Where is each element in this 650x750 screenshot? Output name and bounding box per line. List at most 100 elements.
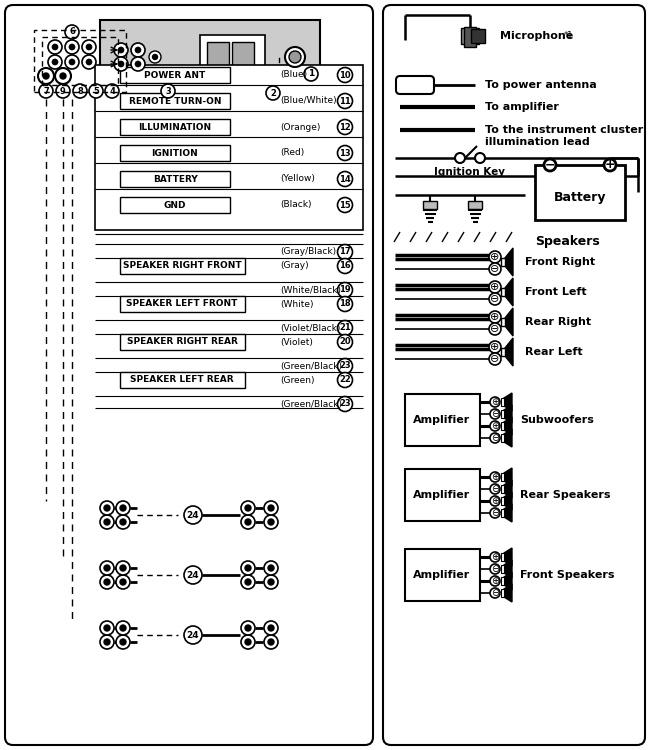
Circle shape (268, 625, 274, 631)
Circle shape (490, 397, 500, 407)
Bar (405, 394, 480, 446)
Bar (423, 201, 437, 209)
Circle shape (245, 519, 251, 525)
Circle shape (268, 639, 274, 645)
Circle shape (337, 68, 352, 82)
Wedge shape (477, 28, 485, 44)
Text: 22: 22 (339, 376, 351, 385)
Text: ⊕: ⊕ (490, 312, 500, 322)
Polygon shape (504, 504, 512, 522)
Circle shape (490, 421, 500, 431)
Circle shape (104, 625, 110, 631)
Circle shape (60, 73, 66, 79)
Text: 19: 19 (339, 286, 351, 295)
Circle shape (337, 244, 352, 260)
Text: 21: 21 (339, 323, 351, 332)
Text: (Blue): (Blue) (280, 70, 307, 80)
Circle shape (337, 283, 352, 298)
Bar (120, 258, 245, 274)
Text: (Violet/Black): (Violet/Black) (280, 323, 341, 332)
Text: (Yellow): (Yellow) (280, 175, 315, 184)
Circle shape (490, 588, 500, 598)
Circle shape (89, 84, 103, 98)
Circle shape (604, 159, 616, 171)
Text: 24: 24 (187, 631, 200, 640)
Circle shape (245, 505, 251, 511)
Text: Amplifier: Amplifier (413, 415, 471, 425)
Circle shape (489, 311, 501, 323)
Circle shape (161, 84, 175, 98)
Circle shape (264, 561, 278, 575)
Circle shape (38, 68, 54, 84)
Circle shape (55, 68, 71, 84)
Text: 20: 20 (339, 338, 351, 346)
Bar (120, 93, 230, 109)
Circle shape (86, 59, 92, 65)
Circle shape (86, 44, 92, 50)
Text: SPEAKER RIGHT REAR: SPEAKER RIGHT REAR (127, 338, 237, 346)
Polygon shape (504, 480, 512, 498)
Text: 5: 5 (93, 86, 99, 95)
Text: ⊕: ⊕ (491, 576, 499, 586)
Text: 24: 24 (187, 511, 200, 520)
Circle shape (100, 515, 114, 529)
Circle shape (116, 621, 130, 635)
Text: (Orange): (Orange) (280, 122, 320, 131)
Text: BATTERY: BATTERY (153, 175, 198, 184)
Bar (120, 372, 245, 388)
Text: ⊖: ⊖ (490, 324, 500, 334)
Circle shape (475, 153, 485, 163)
Text: 18: 18 (339, 299, 351, 308)
Circle shape (135, 47, 141, 53)
Circle shape (120, 505, 126, 511)
Circle shape (116, 635, 130, 649)
Circle shape (114, 57, 128, 71)
Circle shape (52, 44, 58, 50)
Circle shape (241, 561, 255, 575)
Polygon shape (505, 278, 513, 306)
Circle shape (82, 40, 96, 54)
Text: Amplifier: Amplifier (413, 570, 471, 580)
Polygon shape (505, 338, 513, 366)
Text: 16: 16 (339, 262, 351, 271)
Circle shape (264, 515, 278, 529)
Circle shape (52, 59, 58, 65)
Circle shape (131, 43, 145, 57)
Text: 12: 12 (339, 122, 351, 131)
Text: 23: 23 (339, 362, 351, 370)
Text: (Blue/White): (Blue/White) (280, 97, 337, 106)
Text: IGNITION: IGNITION (151, 148, 198, 158)
Text: Subwoofers: Subwoofers (520, 415, 594, 425)
Text: 14: 14 (339, 175, 351, 184)
Circle shape (241, 515, 255, 529)
Circle shape (337, 146, 352, 160)
Text: 11: 11 (339, 97, 351, 106)
Text: 15: 15 (339, 200, 351, 209)
Text: Front Left: Front Left (525, 287, 586, 297)
Text: (Green): (Green) (280, 376, 315, 385)
Text: +: + (604, 158, 616, 172)
Polygon shape (504, 468, 512, 486)
Circle shape (116, 515, 130, 529)
Bar (100, 20, 320, 78)
Circle shape (304, 67, 318, 81)
Wedge shape (475, 26, 485, 46)
Text: ILLUMINATION: ILLUMINATION (138, 122, 211, 131)
Circle shape (337, 119, 352, 134)
Circle shape (337, 373, 352, 388)
Circle shape (489, 251, 501, 263)
Circle shape (489, 263, 501, 275)
Circle shape (337, 334, 352, 350)
Bar (501, 589, 504, 597)
Circle shape (241, 621, 255, 635)
Bar (501, 318, 505, 326)
Bar (207, 42, 229, 66)
Circle shape (120, 565, 126, 571)
Text: (Gray/Black): (Gray/Black) (280, 248, 336, 256)
Circle shape (268, 579, 274, 585)
Circle shape (245, 639, 251, 645)
Text: 24: 24 (187, 571, 200, 580)
Circle shape (544, 159, 556, 171)
Circle shape (455, 153, 465, 163)
Text: 9: 9 (60, 86, 66, 95)
